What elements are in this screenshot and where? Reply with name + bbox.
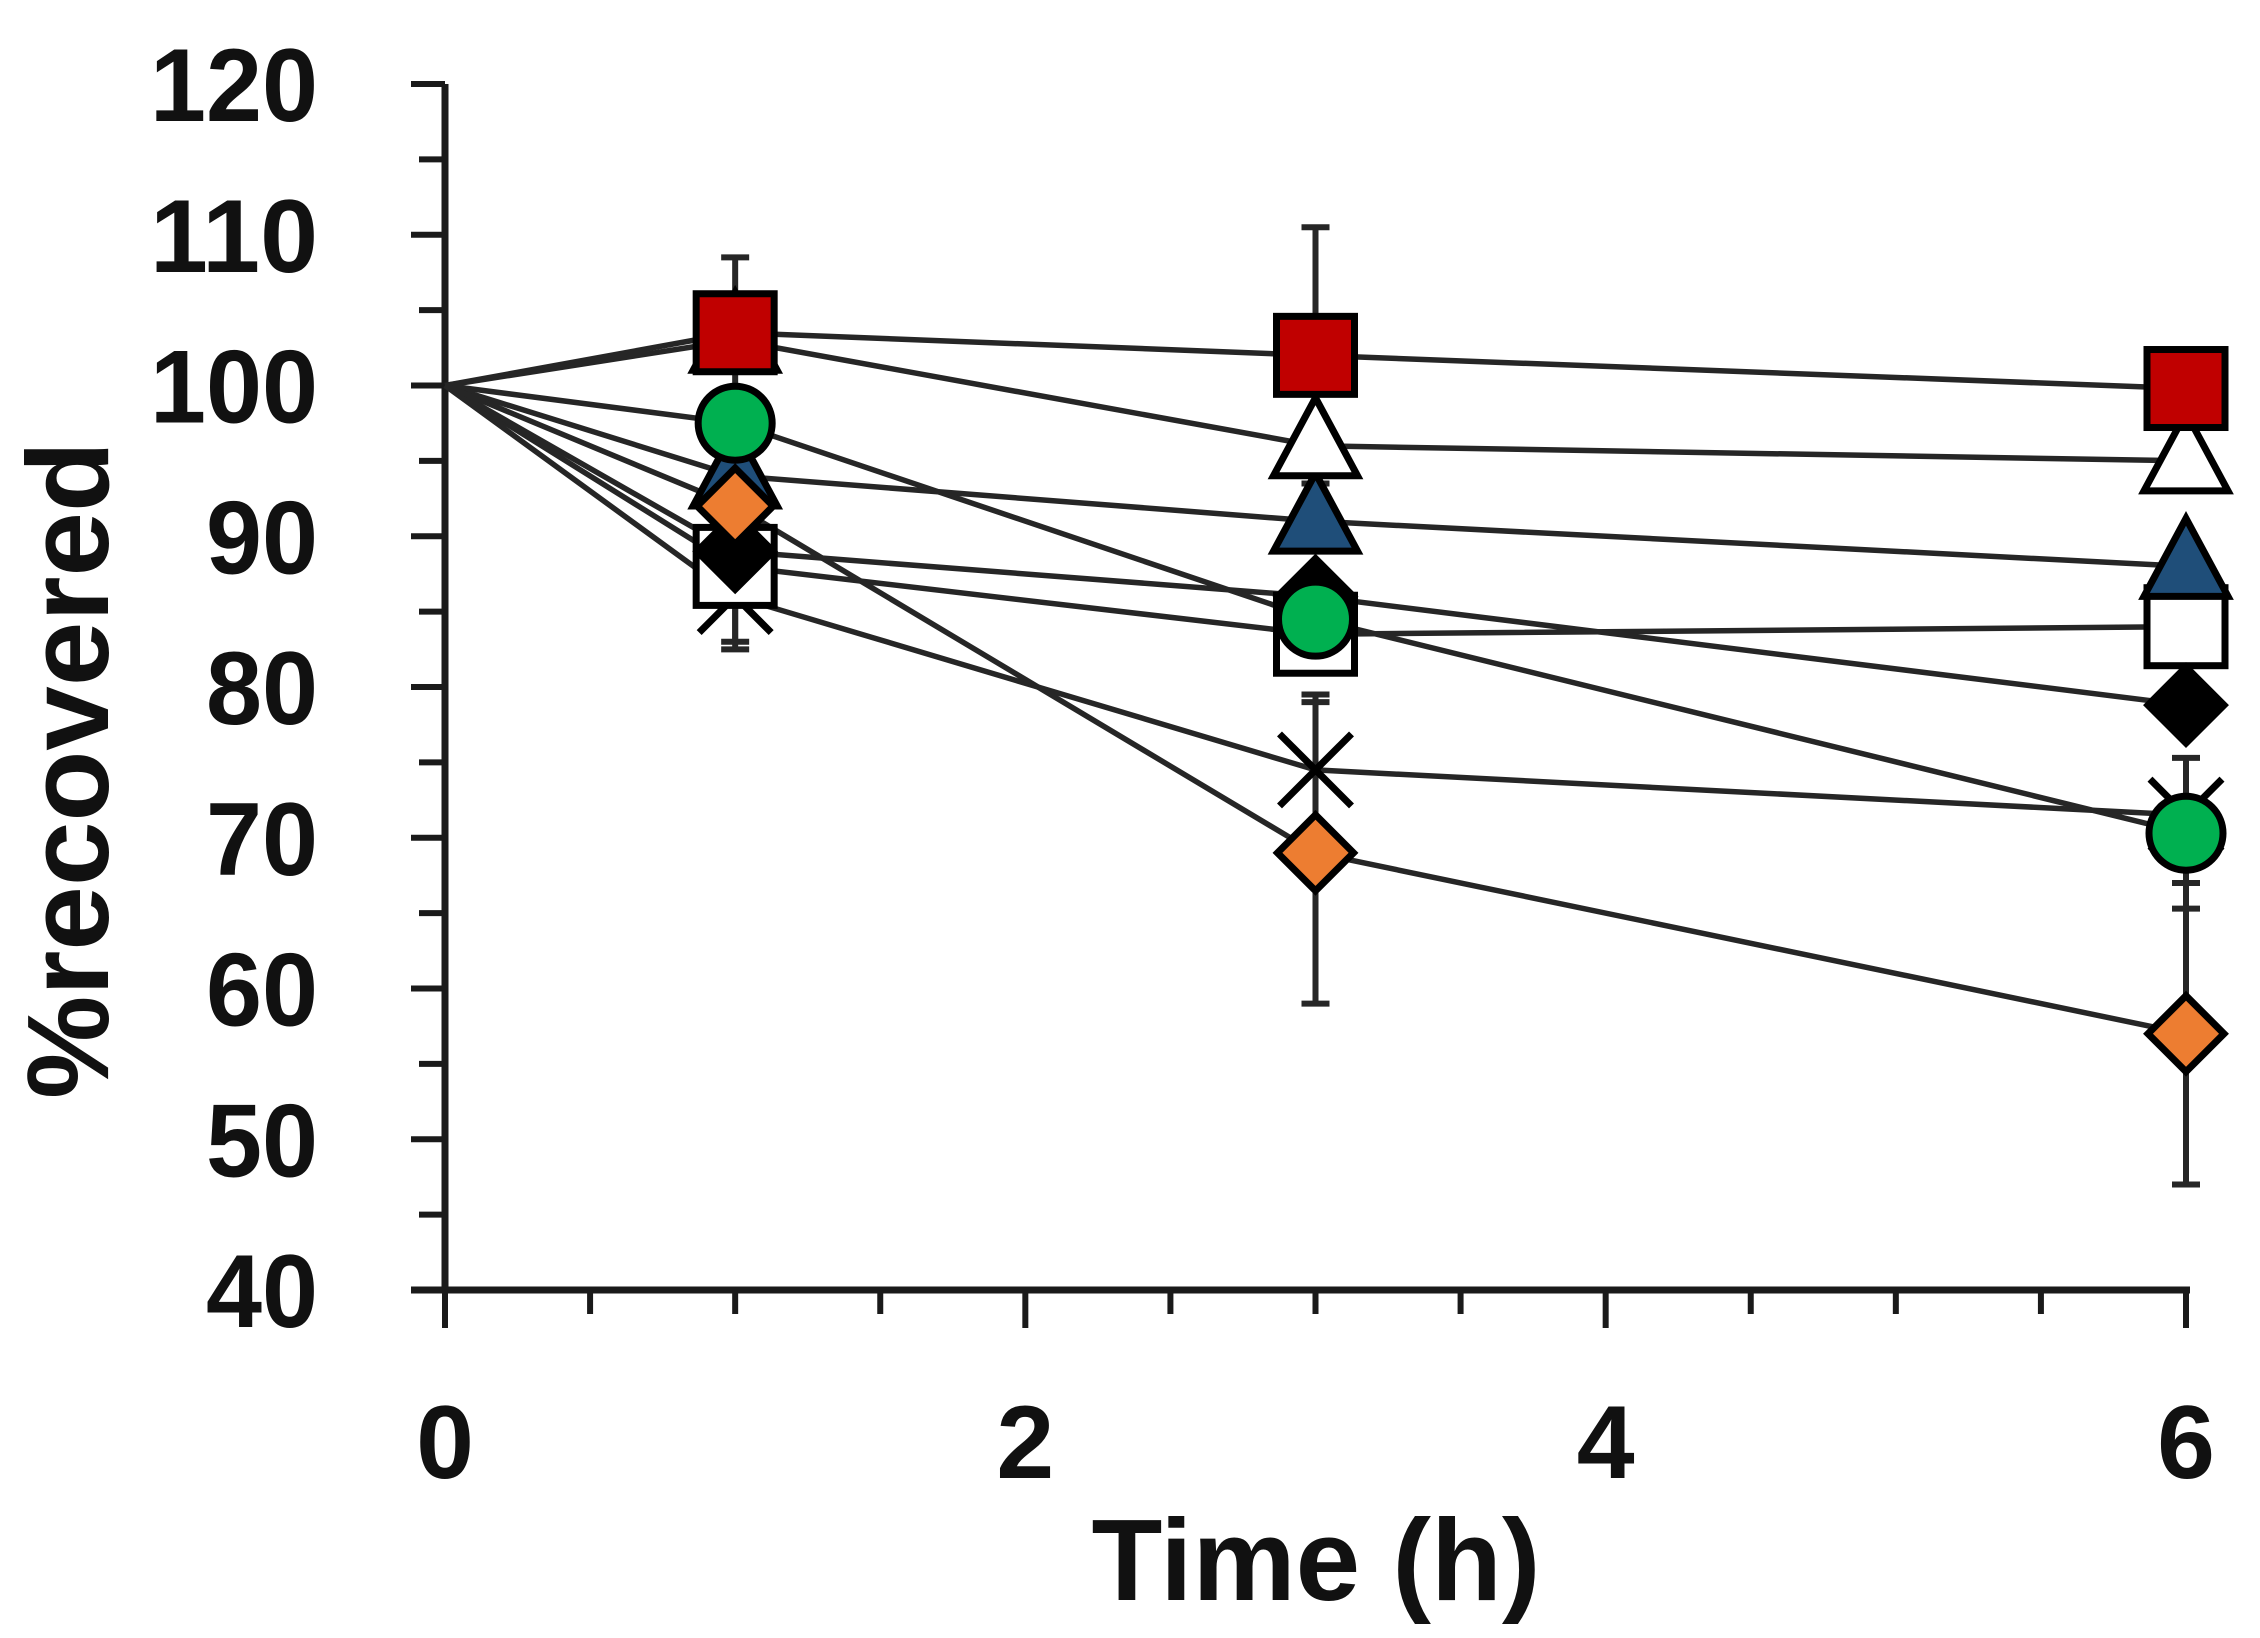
series-line-orange-diamond: [443, 382, 2187, 1037]
y-tick-label: 120: [150, 28, 318, 144]
marker-blue-triangle: [1267, 465, 1364, 555]
y-tick-label: 60: [206, 933, 318, 1049]
y-axis-title: %recovered: [3, 441, 133, 1099]
y-tick-label: 70: [206, 782, 318, 898]
markers: [687, 284, 2234, 1077]
marker-black-diamond: [2143, 662, 2229, 749]
x-axis-title: Time (h): [1092, 1495, 1541, 1625]
marker-green-circle: [694, 382, 776, 464]
marker-green-circle: [2145, 792, 2227, 874]
marker-open-triangle: [1267, 390, 1364, 480]
y-tick-label: 40: [206, 1234, 318, 1350]
marker-open-triangle: [2138, 405, 2234, 495]
x-tick-label: 6: [2157, 1385, 2215, 1501]
axis-labels: 40 50 60 70 80 90 100 110 120 0 2 4 6 Time (h) %recove…: [3, 28, 2215, 1625]
marker-blue-triangle: [2138, 511, 2234, 600]
axes: [411, 81, 2190, 1328]
marker-orange-diamond: [692, 463, 779, 550]
x-tick-label: 0: [416, 1385, 474, 1501]
y-tick-label: 50: [206, 1083, 318, 1199]
y-tick-label: 100: [150, 330, 318, 446]
marker-red-square: [692, 290, 778, 376]
series-line-green-circle: [444, 382, 2187, 836]
marker-orange-diamond: [2143, 990, 2229, 1077]
x-tick-label: 2: [996, 1385, 1054, 1501]
marker-black-diamond: [692, 508, 779, 595]
x-tick-label: 4: [1577, 1385, 1635, 1501]
error-bars: [721, 224, 2200, 1188]
y-tick-label: 80: [206, 631, 318, 747]
series-line-red-square: [444, 329, 2187, 392]
marker-red-square: [2143, 346, 2229, 432]
series-line-cross: [443, 383, 2187, 818]
marker-orange-diamond: [1272, 809, 1359, 896]
series-line-open-square: [443, 383, 2187, 637]
series-line-open-triangle: [444, 337, 2187, 464]
y-tick-label: 90: [206, 480, 318, 596]
marker-cross: [1277, 731, 1354, 809]
series-line-black-diamond: [443, 383, 2187, 708]
series-lines: [443, 329, 2187, 1037]
y-tick-label: 110: [150, 179, 318, 295]
marker-red-square: [1273, 312, 1358, 398]
series-line-blue-triangle: [444, 382, 2187, 570]
marker-green-circle: [1275, 578, 1356, 660]
